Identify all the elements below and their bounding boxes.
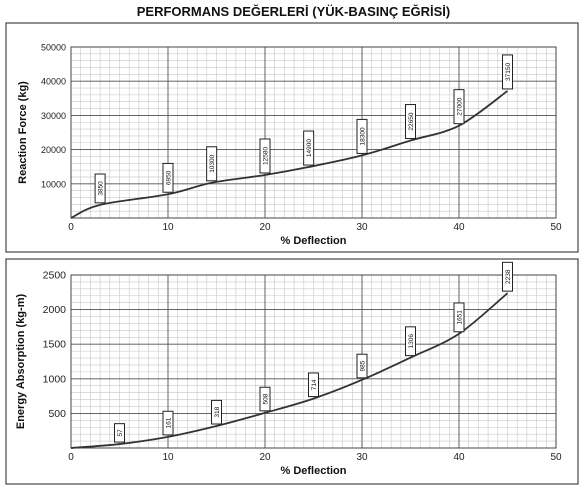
top-data-label-box <box>206 146 218 182</box>
top-y-tick-label: 20000 <box>41 145 66 155</box>
bottom-data-label: 1651 <box>456 310 463 325</box>
top-data-label: 6950 <box>165 170 172 185</box>
bottom-x-tick-label: 20 <box>259 452 271 463</box>
top-data-label: 37150 <box>505 63 512 81</box>
top-x-tick-label: 40 <box>453 222 465 233</box>
bottom-y-tick-label: 1500 <box>43 339 67 351</box>
bottom-data-label: 714 <box>311 379 318 390</box>
bottom-x-tick-label: 50 <box>550 452 562 463</box>
top-data-label: 10300 <box>209 154 216 172</box>
bottom-x-tick-label: 30 <box>356 452 368 463</box>
top-plot-area <box>70 46 557 219</box>
bottom-data-label-box <box>114 423 125 443</box>
bottom-y-tick-label: 2000 <box>43 304 67 316</box>
bottom-data-label: 1306 <box>408 334 415 349</box>
top-y-axis-label: Reaction Force (kg) <box>17 81 29 184</box>
top-data-label: 27000 <box>456 97 463 115</box>
bottom-y-axis-label: Energy Absorption (kg-m) <box>15 294 27 430</box>
bottom-data-label: 508 <box>262 393 269 404</box>
top-y-tick-label: 30000 <box>41 111 66 121</box>
top-data-label: 14900 <box>306 139 313 157</box>
bottom-data-label-box <box>308 372 319 398</box>
top-data-label-box <box>94 173 106 204</box>
bottom-data-label: 318 <box>214 406 221 417</box>
bottom-series-line <box>70 292 509 449</box>
bottom-data-label-box <box>453 302 465 333</box>
bottom-plot-area <box>70 274 557 449</box>
top-data-label-box <box>356 118 368 154</box>
bottom-y-tick-label: 500 <box>48 408 66 420</box>
top-x-tick-label: 0 <box>68 222 74 233</box>
bottom-data-label: 2238 <box>505 269 512 284</box>
bottom-data-label-box <box>259 386 271 412</box>
top-y-tick-label: 40000 <box>41 77 66 87</box>
bottom-x-axis-label: % Deflection <box>280 465 346 477</box>
top-data-label-box <box>405 104 416 140</box>
top-data-label-box <box>453 89 465 125</box>
top-data-label-box <box>303 130 315 166</box>
top-y-tick-label: 10000 <box>41 179 66 189</box>
bottom-data-label-box <box>405 326 416 357</box>
top-data-label: 18300 <box>359 127 366 145</box>
top-data-label: 3850 <box>97 181 104 196</box>
top-data-label: 22650 <box>408 112 415 130</box>
top-data-label: 12580 <box>262 147 269 165</box>
bottom-y-tick-label: 2500 <box>43 270 67 282</box>
top-x-axis-label: % Deflection <box>280 235 346 247</box>
top-x-tick-label: 50 <box>550 222 562 233</box>
top-x-tick-label: 30 <box>356 222 368 233</box>
top-y-tick-label: 50000 <box>41 43 66 53</box>
bottom-chart-frame <box>5 258 579 485</box>
bottom-data-label: 985 <box>359 360 366 371</box>
top-x-tick-label: 20 <box>259 222 271 233</box>
top-x-tick-label: 10 <box>162 222 174 233</box>
bottom-x-tick-label: 0 <box>68 452 74 463</box>
bottom-data-label: 161 <box>165 417 172 428</box>
bottom-x-tick-label: 40 <box>453 452 465 463</box>
page-title: PERFORMANS DEĞERLERİ (YÜK-BASINÇ EĞRİSİ) <box>136 4 451 19</box>
top-series-line <box>70 90 509 219</box>
bottom-data-label-box <box>211 399 222 425</box>
top-data-label-box <box>259 138 271 174</box>
top-data-label-box <box>502 54 513 90</box>
top-data-label-box <box>162 162 174 193</box>
bottom-data-label: 57 <box>117 429 124 437</box>
bottom-x-tick-label: 10 <box>162 452 174 463</box>
bottom-y-tick-label: 1000 <box>43 373 67 385</box>
bottom-data-label-box <box>502 261 513 292</box>
top-chart-frame <box>5 22 579 253</box>
bottom-data-label-box <box>356 353 368 379</box>
bottom-data-label-box <box>162 410 174 436</box>
